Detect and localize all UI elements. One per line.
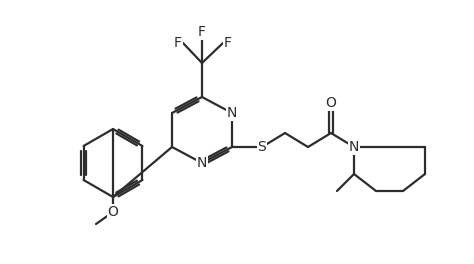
Text: N: N [227, 106, 237, 120]
Text: F: F [174, 36, 182, 50]
Text: S: S [258, 140, 266, 154]
Text: F: F [198, 25, 206, 39]
Text: N: N [349, 140, 359, 154]
Text: N: N [197, 156, 207, 170]
Text: O: O [108, 205, 118, 219]
Text: F: F [224, 36, 232, 50]
Text: O: O [326, 96, 337, 110]
